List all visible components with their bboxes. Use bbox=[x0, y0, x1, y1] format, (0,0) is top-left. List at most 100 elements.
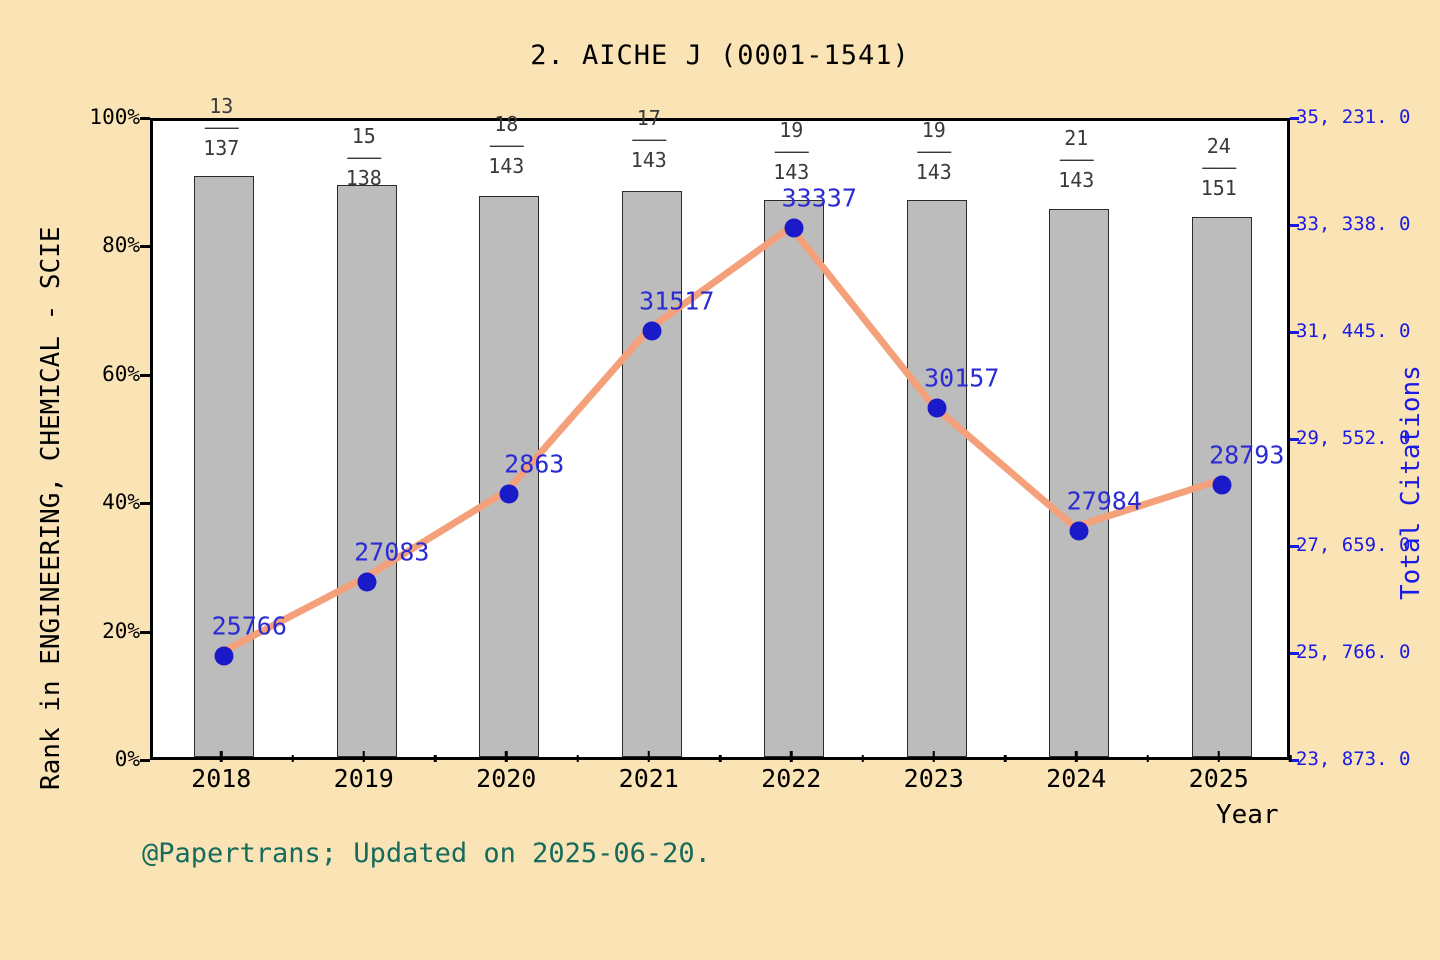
x-tick-mark bbox=[647, 751, 650, 762]
bar-2023 bbox=[906, 200, 967, 757]
x-tick-mark bbox=[505, 751, 508, 762]
y-left-tick-label: 20% bbox=[102, 618, 140, 643]
y-right-tick-mark bbox=[1290, 224, 1299, 227]
x-tick-mark bbox=[790, 751, 793, 762]
data-point-2022 bbox=[784, 218, 804, 238]
data-point-2023 bbox=[927, 398, 947, 418]
x-tick-minor-mark bbox=[861, 755, 864, 762]
x-tick-mark bbox=[220, 751, 223, 762]
bar-2019 bbox=[336, 184, 397, 757]
point-label-2023: 30157 bbox=[924, 363, 1000, 393]
x-tick-label-2023: 2023 bbox=[903, 764, 964, 793]
fraction-divider: ——— bbox=[774, 139, 809, 163]
footer-note: @Papertrans; Updated on 2025-06-20. bbox=[142, 838, 711, 869]
x-tick-minor-mark bbox=[433, 755, 437, 762]
fraction-denominator: 143 bbox=[773, 160, 810, 184]
y-left-tick-label: 40% bbox=[102, 490, 140, 515]
bar-fraction-2020: 18 ——— 143 bbox=[488, 114, 524, 177]
bar-2024 bbox=[1049, 209, 1110, 757]
bars-layer bbox=[153, 121, 1287, 757]
x-axis-title: Year bbox=[1216, 800, 1279, 830]
markers-layer bbox=[153, 121, 1287, 757]
fraction-numerator: 13 bbox=[209, 94, 234, 118]
fraction-denominator: 138 bbox=[345, 166, 382, 190]
y-right-tick-label: 33, 338. 0 bbox=[1296, 213, 1411, 235]
y-left-tick-label: 100% bbox=[89, 105, 140, 129]
data-point-2021 bbox=[642, 321, 662, 341]
y-left-tick-mark bbox=[140, 759, 150, 762]
fraction-divider: ——— bbox=[632, 127, 666, 151]
bar-fraction-2025: 24 ——— 151 bbox=[1201, 136, 1237, 199]
plot-area bbox=[150, 118, 1290, 760]
fraction-denominator: 143 bbox=[915, 160, 952, 184]
x-tick-label-2025: 2025 bbox=[1188, 764, 1249, 793]
bar-fraction-2022: 19 ——— 143 bbox=[773, 120, 809, 183]
point-label-2018: 25766 bbox=[211, 611, 287, 641]
fraction-numerator: 15 bbox=[351, 124, 376, 148]
y-left-tick-mark bbox=[140, 245, 150, 249]
x-tick-mark bbox=[1217, 751, 1220, 762]
x-tick-minor-mark bbox=[1003, 755, 1007, 762]
citations-line bbox=[220, 223, 1220, 655]
y-right-tick-label: 27, 659. 0 bbox=[1296, 534, 1411, 556]
y-right-tick-mark bbox=[1290, 117, 1299, 120]
bar-fraction-2023: 19 ——— 143 bbox=[916, 120, 952, 183]
fraction-denominator: 151 bbox=[1200, 176, 1237, 200]
x-tick-minor-mark bbox=[1146, 755, 1149, 762]
x-tick-label-2019: 2019 bbox=[333, 764, 394, 793]
y-left-tick-mark bbox=[140, 502, 150, 506]
y-right-tick-mark bbox=[1290, 545, 1299, 548]
y-left-tick-mark bbox=[140, 630, 150, 634]
fraction-divider: ——— bbox=[1202, 155, 1236, 179]
point-label-2025: 28793 bbox=[1209, 440, 1285, 470]
x-tick-mark bbox=[1075, 751, 1078, 762]
line-layer bbox=[220, 223, 1220, 655]
fraction-numerator: 21 bbox=[1064, 126, 1089, 150]
point-label-2024: 27984 bbox=[1066, 486, 1142, 516]
bar-fraction-2021: 17 ——— 143 bbox=[631, 108, 667, 171]
bar-fraction-2018: 13 ——— 137 bbox=[203, 96, 239, 159]
y-right-tick-mark bbox=[1290, 331, 1299, 334]
point-label-2019: 27083 bbox=[354, 537, 430, 567]
y-right-tick-mark bbox=[1290, 759, 1299, 762]
x-tick-label-2024: 2024 bbox=[1046, 764, 1107, 793]
x-tick-mark bbox=[932, 751, 935, 762]
x-tick-label-2018: 2018 bbox=[191, 764, 252, 793]
x-tick-minor-mark bbox=[718, 755, 722, 762]
data-point-2025 bbox=[1212, 475, 1232, 495]
fraction-numerator: 24 bbox=[1206, 134, 1231, 158]
y-right-tick-label: 31, 445. 0 bbox=[1296, 320, 1411, 342]
y-axis-right-ticks: 23, 873. 0 25, 766. 0 27, 659. 0 29, 552. 0… bbox=[1290, 106, 1440, 770]
point-label-2022: 33337 bbox=[781, 183, 857, 213]
bar-2020 bbox=[479, 195, 540, 757]
point-label-2020: 2863 bbox=[504, 449, 565, 479]
data-point-2019 bbox=[357, 572, 377, 592]
bar-fraction-2024: 21 ——— 143 bbox=[1058, 128, 1094, 191]
y-right-tick-label: 23, 873. 0 bbox=[1296, 748, 1411, 770]
x-tick-mark bbox=[362, 751, 365, 762]
fraction-divider: ——— bbox=[347, 145, 381, 169]
x-tick-minor-mark bbox=[1288, 755, 1292, 762]
x-tick-minor-mark bbox=[291, 755, 294, 762]
bar-fraction-2019: 15 ——— 138 bbox=[346, 126, 382, 189]
y-right-tick-label: 25, 766. 0 bbox=[1296, 641, 1411, 663]
y-right-tick-mark bbox=[1290, 438, 1299, 441]
fraction-denominator: 143 bbox=[1058, 168, 1095, 192]
fraction-numerator: 17 bbox=[636, 106, 661, 130]
y-right-tick-mark bbox=[1290, 652, 1299, 655]
y-left-tick-label: 60% bbox=[102, 361, 140, 386]
fraction-denominator: 137 bbox=[203, 136, 240, 160]
y-right-tick-label: 35, 231. 0 bbox=[1296, 106, 1411, 128]
y-axis-left-ticks: 0% 20% 40% 60% 80% 100% bbox=[40, 105, 150, 771]
y-left-tick-mark bbox=[140, 117, 150, 120]
fraction-denominator: 143 bbox=[630, 148, 667, 172]
data-point-2020 bbox=[499, 484, 519, 504]
x-tick-label-2022: 2022 bbox=[761, 764, 822, 793]
y-left-tick-label: 80% bbox=[102, 233, 140, 258]
fraction-divider: ——— bbox=[204, 115, 239, 139]
fraction-divider: ——— bbox=[917, 139, 951, 163]
y-left-tick-mark bbox=[140, 373, 150, 377]
x-tick-label-2020: 2020 bbox=[476, 764, 537, 793]
chart-title: 2. AICHE J (0001-1541) bbox=[530, 40, 910, 71]
